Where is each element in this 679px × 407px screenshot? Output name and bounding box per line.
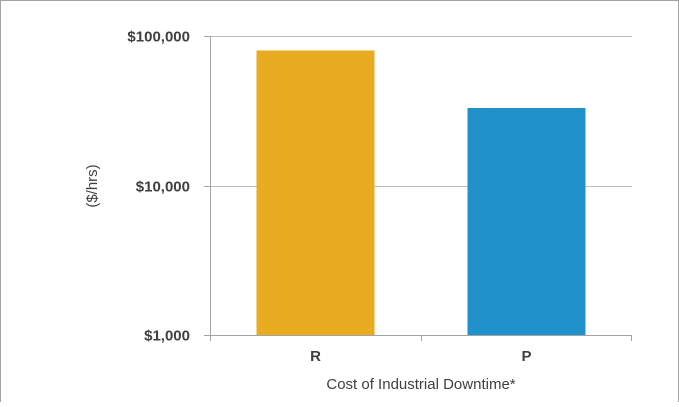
axes: $1,000 $10,000 $100,000 R P [127, 29, 632, 365]
x-axis-label: Cost of Industrial Downtime* [326, 376, 515, 393]
y-axis-label: ($/hrs) [84, 164, 101, 207]
bar-p [467, 107, 586, 335]
x-tick-label: R [310, 348, 321, 365]
x-tick-label: P [521, 348, 531, 365]
bar-r [256, 50, 375, 336]
y-tick-label: $100,000 [127, 29, 190, 46]
bars [256, 50, 586, 336]
y-tick-label: $10,000 [136, 179, 190, 196]
y-tick-label: $1,000 [144, 328, 190, 345]
